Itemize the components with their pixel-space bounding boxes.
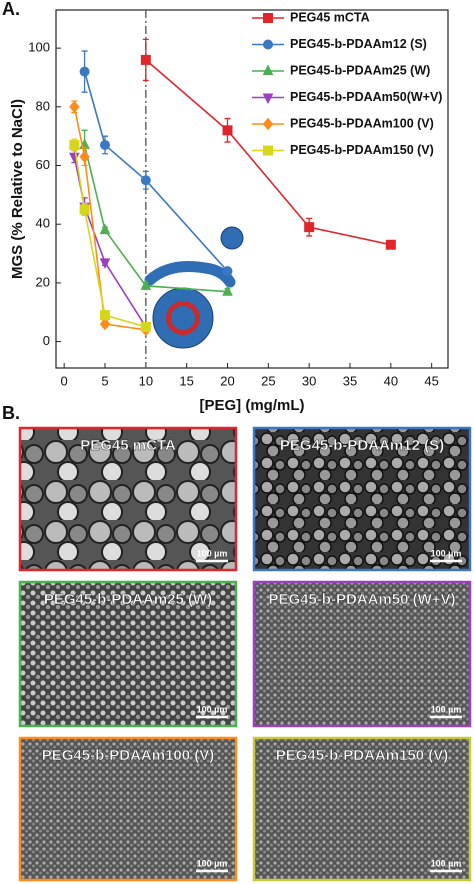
cartoon-vesicle-lumen <box>171 306 195 330</box>
micrograph <box>18 736 238 882</box>
data-point <box>100 310 110 321</box>
x-tick-label: 0 <box>61 373 68 388</box>
legend-label: PEG45 mCTA <box>290 10 370 24</box>
micrograph <box>18 580 238 728</box>
image-panels: PEG45 mCTA 100 µm PEG45-b-PDAAm12 (S) 100 µ… <box>18 426 472 882</box>
legend-label: PEG45-b-PDAAm12 (S) <box>290 37 427 51</box>
series-line <box>83 144 228 293</box>
micrograph-label: PEG45-b-PDAAm50 (W+V) <box>268 591 455 608</box>
data-point <box>79 204 90 215</box>
data-point <box>385 239 396 250</box>
legend-marker <box>263 39 273 50</box>
legend-label: PEG45-b-PDAAm100 (V) <box>290 116 434 130</box>
legend-marker <box>262 93 274 105</box>
scale-bar-label: 100 µm <box>197 548 228 558</box>
legend-label: PEG45-b-PDAAm25 (W) <box>290 63 430 77</box>
data-point <box>140 279 152 290</box>
scale-bar-label: 100 µm <box>431 704 462 714</box>
data-point <box>140 321 151 332</box>
panel-b-label: B. <box>2 403 20 423</box>
legend-label: PEG45-b-PDAAm150 (V) <box>290 143 434 157</box>
data-point <box>79 66 90 77</box>
data-point <box>304 222 315 233</box>
y-tick-label: 80 <box>36 98 50 113</box>
data-point <box>140 175 151 186</box>
legend-marker <box>262 117 274 131</box>
data-point <box>99 258 111 269</box>
y-tick-label: 60 <box>36 157 50 172</box>
y-tick-label: 20 <box>36 274 50 289</box>
scale-bar-label: 100 µm <box>431 548 462 558</box>
scale-bar-label: 100 µm <box>197 704 228 714</box>
x-tick-label: 5 <box>101 373 108 388</box>
data-point <box>100 139 110 150</box>
data-point <box>69 139 80 150</box>
micrograph <box>252 736 472 882</box>
series-line <box>73 156 147 328</box>
y-tick-label: 100 <box>28 40 50 55</box>
data-point <box>222 285 233 296</box>
data-point <box>222 125 233 136</box>
y-axis-label: MGS (% Relative to NaCl) <box>9 99 26 279</box>
series-line <box>73 144 147 328</box>
cartoon-sphere <box>220 226 244 250</box>
legend-marker <box>263 13 273 23</box>
data-point <box>69 100 80 114</box>
micrograph-label: PEG45-b-PDAAm25 (W) <box>44 591 212 608</box>
x-tick-label: 40 <box>384 373 398 388</box>
plot-frame <box>55 9 449 369</box>
plot: 0 5 10 15 20 25 30 35 40 45 0 20 40 60 80 100 [PEG] (mg/… <box>9 9 449 414</box>
x-tick-label: 15 <box>179 373 193 388</box>
scale-bar-label: 100 µm <box>431 858 462 868</box>
y-tick-label: 40 <box>36 216 50 231</box>
panel-a-label: A. <box>2 0 20 19</box>
micrograph-label: PEG45-b-PDAAm100 (V) <box>42 747 215 764</box>
data-point <box>222 266 233 277</box>
legend-marker <box>262 64 274 75</box>
x-tick-label: 20 <box>220 373 234 388</box>
y-tick-label: 0 <box>43 333 50 348</box>
x-tick-label: 35 <box>343 373 357 388</box>
legend-marker <box>263 145 273 156</box>
micrograph <box>252 580 472 728</box>
micrograph-label: PEG45 mCTA <box>80 437 176 454</box>
micrograph <box>252 426 472 572</box>
data-point <box>79 150 90 164</box>
micrograph-label: PEG45-b-PDAAm150 (V) <box>276 747 449 764</box>
micrograph <box>18 426 238 572</box>
x-tick-label: 30 <box>302 373 316 388</box>
x-tick-label: 25 <box>261 373 275 388</box>
cartoon-worm <box>144 261 236 288</box>
data-point <box>99 317 111 331</box>
data-point <box>99 223 111 235</box>
scale-bar-label: 100 µm <box>197 858 228 868</box>
series-line <box>145 59 392 246</box>
x-tick-label: 45 <box>424 373 438 388</box>
x-axis-label: [PEG] (mg/mL) <box>200 397 305 414</box>
series-line <box>83 71 229 272</box>
x-tick-label: 10 <box>139 373 153 388</box>
micrograph-label: PEG45-b-PDAAm12 (S) <box>280 437 444 454</box>
series-line <box>73 106 146 331</box>
legend-label: PEG45-b-PDAAm50(W+V) <box>290 90 442 104</box>
data-point <box>140 54 151 65</box>
